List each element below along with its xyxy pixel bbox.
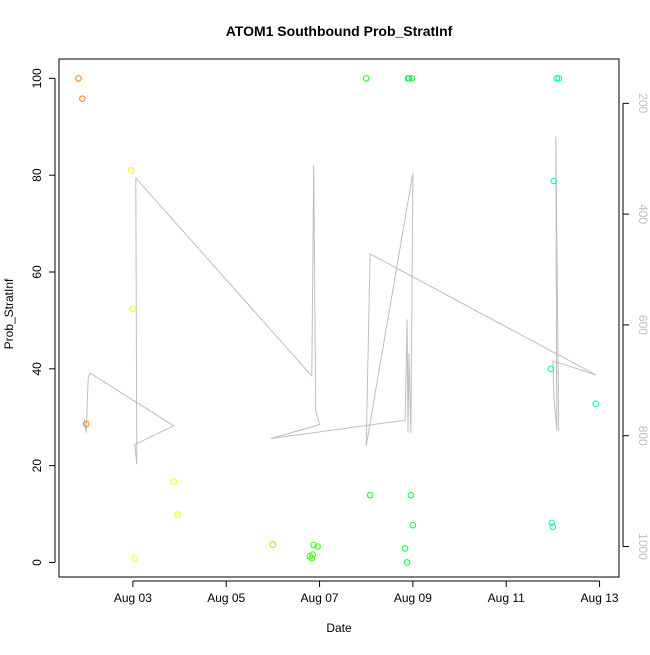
x-tick-label: Aug 13 [581,591,619,605]
data-point [269,541,277,548]
pressure-line [83,136,596,465]
x-axis-label: Date [326,621,352,635]
y-tick-label: 20 [30,459,44,473]
y-tick-label: 80 [30,168,44,182]
data-point [401,545,409,552]
data-point [75,75,82,82]
data-point [308,554,316,562]
data-point [555,75,563,82]
data-point [174,511,181,518]
data-point [548,519,556,527]
x-tick-label: Aug 09 [394,591,432,605]
y-tick-label: 60 [30,265,44,279]
data-points [75,75,599,566]
axes: Aug 03 Aug 05 Aug 07 Aug 09 Aug 11 Aug 13 0 20 4… [30,58,650,605]
y-tick-label: 0 [30,559,44,566]
data-point [362,75,370,82]
data-point [131,555,139,562]
chart-title: ATOM1 Southbound Prob_StratInf [226,23,453,39]
data-point [592,400,599,407]
x-tick-label: Aug 03 [114,591,152,605]
data-point [129,305,137,313]
data-point [403,559,411,566]
data-point [310,541,318,549]
y2-tick-label: 800 [636,426,650,446]
y2-tick-label: 200 [636,93,650,113]
data-point [547,365,555,373]
data-point [549,523,557,530]
data-point [553,75,561,82]
y-axis-label: Prob_StratInf [2,278,16,349]
plot-frame [58,58,620,578]
y-tick-label: 40 [30,362,44,376]
series-line [83,136,596,465]
data-point [407,491,415,499]
data-point [405,75,413,82]
x-tick-label: Aug 05 [207,591,245,605]
data-point [170,478,178,485]
x-tick-label: Aug 11 [488,591,525,605]
y2-tick-label: 1000 [636,533,650,560]
data-point [314,543,321,550]
data-point [408,75,416,82]
data-point [409,521,417,529]
data-point [309,551,317,559]
y-tick-label: 100 [30,68,44,88]
y2-tick-label: 400 [636,204,650,224]
y2-tick-label: 600 [636,315,650,335]
data-point [550,177,558,185]
x-tick-label: Aug 07 [301,591,339,605]
data-point [82,420,90,428]
data-point [127,167,135,174]
data-point [79,95,86,102]
data-point [366,491,374,499]
